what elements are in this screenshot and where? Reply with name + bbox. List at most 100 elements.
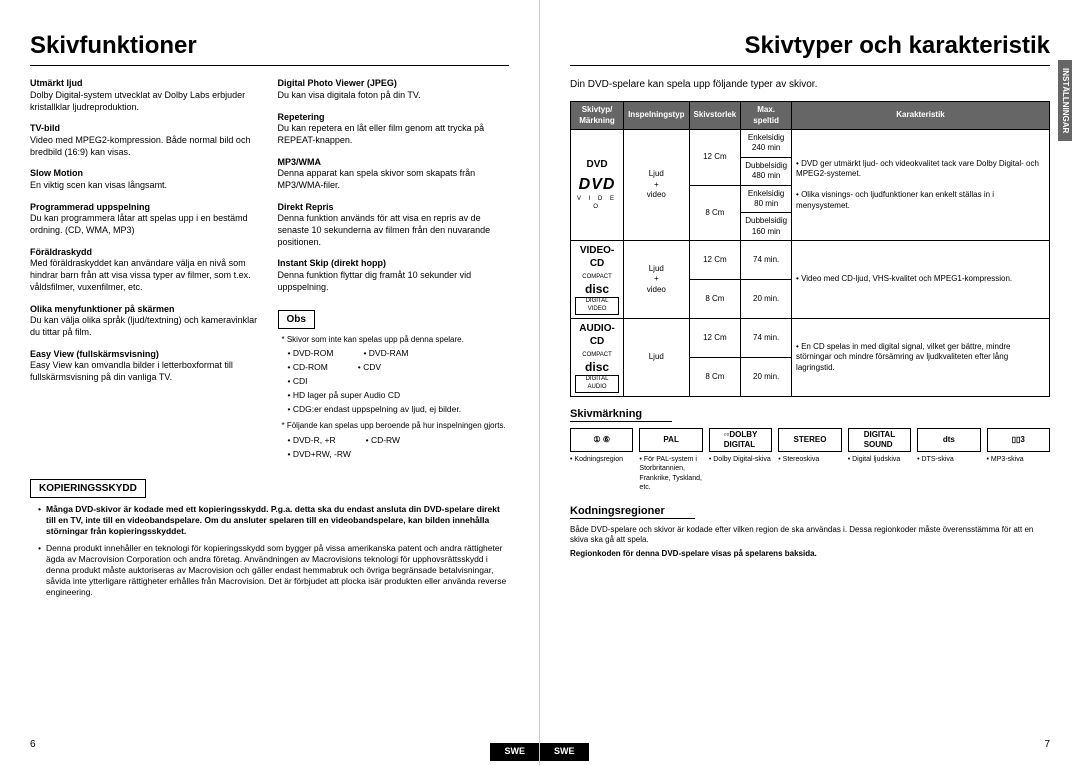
disc-size-cell: 8 Cm (689, 280, 741, 319)
playtime-cell: Dubbelsidig480 min (741, 157, 792, 185)
feature-title: Slow Motion (30, 168, 262, 180)
side-tab: INSTÄLLNINGAR (1058, 60, 1072, 141)
page-title-right: Skivtyper och karakteristik (570, 30, 1050, 61)
disc-size-cell: 12 Cm (689, 241, 741, 280)
copy-protection-list: Många DVD-skivor är kodade med ett kopie… (38, 504, 509, 598)
region-text: Både DVD-spelare och skivor är kodade ef… (570, 525, 1050, 546)
mark-desc: • För PAL-system i Storbritannien, Frank… (639, 455, 702, 491)
characteristics-cell: • Video med CD-ljud, VHS-kvalitet och MP… (792, 241, 1050, 319)
features-column-2: Digital Photo Viewer (JPEG)Du kan visa d… (278, 78, 510, 462)
feature-body: Denna funktion flyttar dig framåt 10 sek… (278, 270, 510, 293)
feature-title: Instant Skip (direkt hopp) (278, 258, 510, 270)
feature-body: Du kan repetera en låt eller film genom … (278, 123, 510, 146)
language-tab: SWE (540, 743, 589, 761)
feature-title: Digital Photo Viewer (JPEG) (278, 78, 510, 90)
feature-body: Video med MPEG2-kompression. Både normal… (30, 135, 262, 158)
feature-item: MP3/WMADenna apparat kan spela skivor so… (278, 157, 510, 192)
page-right: Skivtyper och karakteristik INSTÄLLNINGA… (540, 0, 1080, 765)
disc-type-cell: VIDEO-CDCOMPACTdiscDIGITAL VIDEO (571, 241, 624, 319)
mark-desc: • Digital ljudskiva (848, 455, 911, 464)
disc-size-cell: 8 Cm (689, 358, 741, 397)
mark-desc: • Kodningsregion (570, 455, 633, 464)
playtime-cell: Dubbelsidig160 min (741, 213, 792, 241)
playtime-cell: Enkelsidig240 min (741, 129, 792, 157)
disc-size-cell: 8 Cm (689, 185, 741, 241)
disc-mark-item: ① ⑥ • Kodningsregion (570, 428, 633, 464)
disc-mark-item: ▫▫DOLBYDIGITAL • Dolby Digital-skiva (709, 428, 772, 464)
mark-icon: ① ⑥ (570, 428, 633, 452)
mark-desc: • DTS-skiva (917, 455, 980, 464)
table-row: VIDEO-CDCOMPACTdiscDIGITAL VIDEOLjud+vid… (571, 241, 1050, 280)
table-header: Karakteristik (792, 102, 1050, 130)
feature-item: TV-bildVideo med MPEG2-kompression. Både… (30, 123, 262, 158)
feature-item: Slow MotionEn viktig scen kan visas lång… (30, 168, 262, 191)
feature-body: En viktig scen kan visas långsamt. (30, 180, 262, 192)
recording-type-cell: Ljud+video (624, 129, 689, 240)
mark-desc: • Dolby Digital-skiva (709, 455, 772, 464)
playtime-cell: 20 min. (741, 280, 792, 319)
table-header: Inspelningstyp (624, 102, 689, 130)
feature-item: Utmärkt ljudDolby Digital-system utveckl… (30, 78, 262, 113)
feature-item: Direkt ReprisDenna funktion används för … (278, 202, 510, 249)
mark-icon: ▫▫DOLBYDIGITAL (709, 428, 772, 452)
features-column-1: Utmärkt ljudDolby Digital-system utveckl… (30, 78, 262, 462)
feature-body: Med föräldraskyddet kan användare välja … (30, 258, 262, 293)
disc-size-cell: 12 Cm (689, 319, 741, 358)
region-codes-label: Kodningsregioner (570, 504, 695, 519)
recording-type-cell: Ljud+video (624, 241, 689, 319)
disc-mark-item: DIGITALSOUND • Digital ljudskiva (848, 428, 911, 464)
copy-protection-label: KOPIERINGSSKYDD (30, 479, 146, 498)
disc-marking-label: Skivmärkning (570, 407, 672, 422)
feature-title: Direkt Repris (278, 202, 510, 214)
disc-size-cell: 12 Cm (689, 129, 741, 185)
feature-title: Programmerad uppspelning (30, 202, 262, 214)
language-tab: SWE (490, 743, 539, 761)
feature-title: TV-bild (30, 123, 262, 135)
feature-title: MP3/WMA (278, 157, 510, 169)
mark-icon: STEREO (778, 428, 841, 452)
table-row: AUDIO-CDCOMPACTdiscDIGITAL AUDIOLjud12 C… (571, 319, 1050, 358)
mark-desc: • Stereoskiva (778, 455, 841, 464)
feature-title: Repetering (278, 112, 510, 124)
playtime-cell: Enkelsidig80 min (741, 185, 792, 213)
feature-body: Du kan programmera låtar att spelas upp … (30, 213, 262, 236)
feature-item: Programmerad uppspelningDu kan programme… (30, 202, 262, 237)
recording-type-cell: Ljud (624, 319, 689, 397)
playtime-cell: 74 min. (741, 319, 792, 358)
feature-body: Denna apparat kan spela skivor som skapa… (278, 168, 510, 191)
feature-body: Denna funktion används för att visa en r… (278, 213, 510, 248)
mark-icon: DIGITALSOUND (848, 428, 911, 452)
feature-title: Föräldraskydd (30, 247, 262, 259)
disc-marking-row: ① ⑥• KodningsregionPAL• För PAL-system i… (570, 428, 1050, 491)
table-row: DVDDVDV I D E OLjud+video12 CmEnkelsidig… (571, 129, 1050, 157)
disc-table: Skivtyp/MärkningInspelningstypSkivstorle… (570, 101, 1050, 397)
characteristics-cell: • DVD ger utmärkt ljud- och videokvalite… (792, 129, 1050, 240)
feature-item: Instant Skip (direkt hopp)Denna funktion… (278, 258, 510, 293)
table-header: Skivtyp/Märkning (571, 102, 624, 130)
disc-type-cell: DVDDVDV I D E O (571, 129, 624, 240)
playtime-cell: 20 min. (741, 358, 792, 397)
feature-title: Easy View (fullskärmsvisning) (30, 349, 262, 361)
copy-bullet: Denna produkt innehåller en teknologi fö… (38, 543, 509, 598)
feature-item: Olika menyfunktioner på skärmenDu kan vä… (30, 304, 262, 339)
table-header: Skivstorlek (689, 102, 741, 130)
playtime-cell: 74 min. (741, 241, 792, 280)
characteristics-cell: • En CD spelas in med digital signal, vi… (792, 319, 1050, 397)
feature-title: Utmärkt ljud (30, 78, 262, 90)
obs-label: Obs (278, 310, 315, 329)
table-header: Max.speltid (741, 102, 792, 130)
mark-icon: ▯▯3 (987, 428, 1050, 452)
copy-bullet: Många DVD-skivor är kodade med ett kopie… (38, 504, 509, 537)
feature-item: FöräldraskyddMed föräldraskyddet kan anv… (30, 247, 262, 294)
page-left: Skivfunktioner Utmärkt ljudDolby Digital… (0, 0, 540, 765)
page-number: 7 (1044, 738, 1050, 751)
feature-body: Du kan visa digitala foton på din TV. (278, 90, 510, 102)
feature-item: RepeteringDu kan repetera en låt eller f… (278, 112, 510, 147)
mark-icon: dts (917, 428, 980, 452)
disc-mark-item: ▯▯3 • MP3-skiva (987, 428, 1050, 464)
feature-body: Du kan välja olika språk (ljud/textning)… (30, 315, 262, 338)
mark-desc: • MP3-skiva (987, 455, 1050, 464)
region-text-bold: Regionkoden för denna DVD-spelare visas … (570, 549, 1050, 559)
intro-text: Din DVD-spelare kan spela upp följande t… (570, 78, 1050, 91)
page-title-left: Skivfunktioner (30, 30, 509, 61)
